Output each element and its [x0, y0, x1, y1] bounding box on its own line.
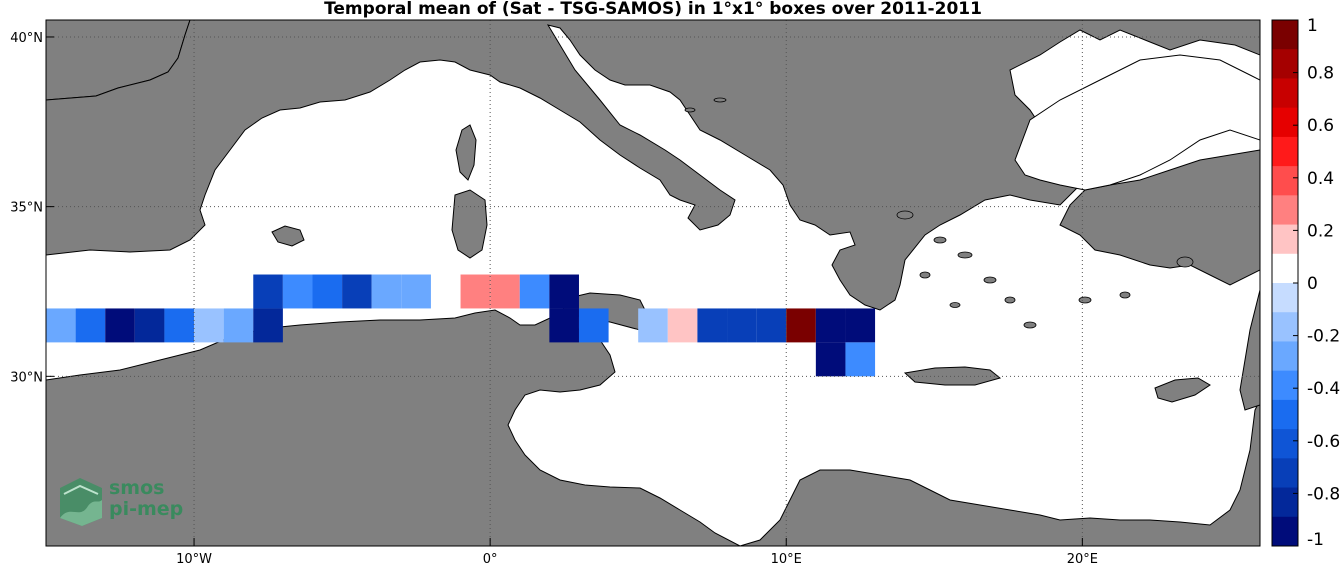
land-corsica: [455, 124, 477, 181]
heatmap-cell-9: [282, 274, 313, 309]
lon-tick-label-0: 10°W: [176, 552, 212, 567]
heatmap-cell-26: [815, 308, 846, 343]
lat-tick-label-0: 40°N: [10, 31, 43, 46]
heatmap-cell-14: [460, 274, 491, 309]
logo-text-smos: smos: [109, 477, 165, 499]
heatmap-cell-17: [549, 274, 579, 309]
heatmap-cell-20: [638, 308, 668, 343]
heatmap-cell-5: [194, 308, 224, 343]
heatmap-cell-3: [134, 308, 165, 343]
axis-ticks: 10°W 0° 10°E 20°E 40°N 35°N 30°N: [10, 31, 1098, 567]
heatmap-cell-25: [786, 308, 816, 343]
heatmap-cell-10: [312, 274, 343, 309]
heatmap-cell-13: [401, 274, 431, 309]
heatmap-cell-29: [845, 342, 876, 377]
lon-tick-label-2: 10°E: [771, 552, 802, 567]
map-title: Temporal mean of (Sat - TSG-SAMOS) in 1°…: [324, 0, 982, 19]
heatmap-cell-21: [667, 308, 698, 343]
heatmap-cell-0: [46, 308, 76, 343]
black-sea: [1014, 54, 1260, 191]
heatmap-cell-24: [756, 308, 787, 343]
land-europe: [46, 20, 1260, 311]
heatmap-cell-18: [549, 308, 579, 343]
lat-tick-label-1: 35°N: [10, 201, 43, 216]
heatmap-cell-23: [727, 308, 757, 343]
logo-text-pi-mep: pi-mep: [109, 498, 184, 520]
heatmap-cells: [46, 274, 876, 377]
land-libya-egypt: [739, 399, 1260, 546]
land-crete: [903, 366, 1002, 386]
heatmap-cell-15: [490, 274, 520, 309]
heatmap-cell-28: [815, 342, 846, 377]
heatmap-cell-19: [578, 308, 609, 343]
heatmap-cell-4: [164, 308, 195, 343]
heatmap-cell-11: [342, 274, 372, 309]
heatmap-cell-6: [223, 308, 254, 343]
heatmap-cell-27: [845, 308, 876, 343]
aegean-islands: [684, 97, 1194, 329]
logo-mark-icon: [60, 478, 102, 526]
lat-tick-label-2: 30°N: [10, 370, 43, 385]
smos-pi-mep-logo: smos pi-mep: [56, 474, 186, 530]
heatmap-cell-8: [253, 274, 283, 309]
map-frame: [45, 19, 1261, 547]
land-levant: [1239, 289, 1260, 411]
land-sardinia: [451, 189, 488, 259]
land-north-africa: [46, 309, 741, 546]
lon-tick-label-3: 20°E: [1067, 552, 1098, 567]
heatmap-cell-12: [371, 274, 402, 309]
heatmap-cell-7: [253, 308, 283, 343]
land-cyprus: [1154, 377, 1211, 403]
land-balearic: [271, 225, 305, 247]
land-anatolia: [1059, 149, 1260, 286]
heatmap-cell-16: [519, 274, 550, 309]
lon-tick-label-1: 0°: [483, 552, 498, 567]
heatmap-cell-22: [697, 308, 728, 343]
heatmap-cell-2: [105, 308, 135, 343]
heatmap-cell-1: [75, 308, 106, 343]
